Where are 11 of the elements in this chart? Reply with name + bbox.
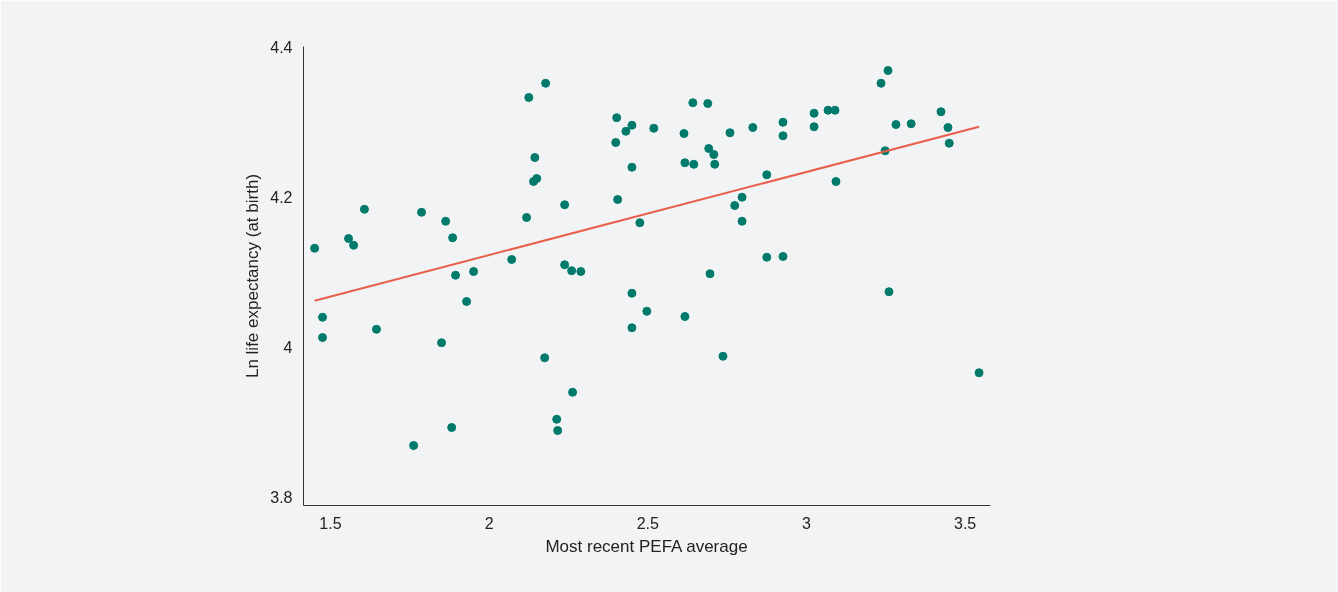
y-tick-label: 4.4 <box>270 38 293 56</box>
y-tick-label: 3.8 <box>270 488 293 506</box>
x-tick-label: 2.5 <box>636 514 660 532</box>
x-tick-label: 2 <box>484 514 494 532</box>
x-tick-label: 1.5 <box>319 514 342 532</box>
y-tick-label: 4 <box>283 338 293 356</box>
x-tick-label: 3 <box>802 514 811 532</box>
x-axis-title: Most recent PEFA average <box>545 536 748 556</box>
y-tick-label: 4.2 <box>270 188 293 206</box>
y-axis-title: Ln life expectancy (at birth) <box>243 173 263 379</box>
x-tick-label: 3.5 <box>953 514 977 532</box>
